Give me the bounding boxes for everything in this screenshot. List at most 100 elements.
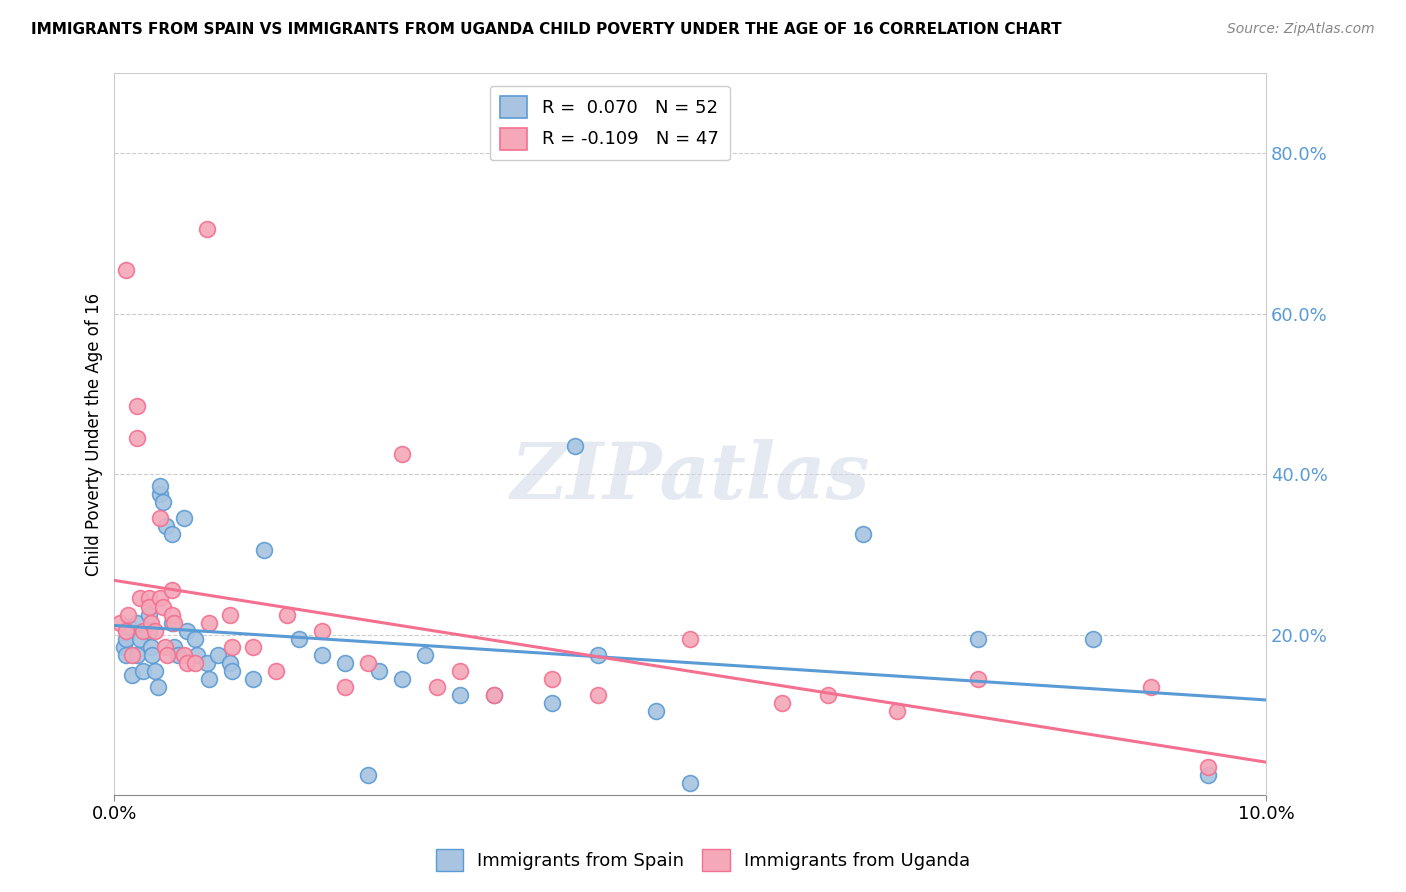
Point — [132, 664, 155, 678]
Point — [967, 632, 990, 646]
Point — [141, 640, 163, 654]
Point — [541, 696, 564, 710]
Point — [149, 487, 172, 501]
Point — [117, 607, 139, 622]
Point — [127, 648, 149, 662]
Point — [644, 704, 666, 718]
Point — [152, 599, 174, 614]
Point — [127, 431, 149, 445]
Point — [163, 615, 186, 630]
Point — [242, 672, 264, 686]
Point — [852, 527, 875, 541]
Point — [155, 519, 177, 533]
Point — [817, 688, 839, 702]
Point — [415, 648, 437, 662]
Point — [679, 632, 702, 646]
Point — [198, 615, 221, 630]
Point — [112, 640, 135, 654]
Point — [138, 599, 160, 614]
Point — [207, 648, 229, 662]
Point — [333, 680, 356, 694]
Point — [449, 688, 471, 702]
Point — [1140, 680, 1163, 694]
Point — [173, 511, 195, 525]
Point — [149, 511, 172, 525]
Point — [149, 479, 172, 493]
Point — [146, 680, 169, 694]
Point — [484, 688, 506, 702]
Point — [108, 615, 131, 630]
Point — [115, 624, 138, 638]
Point — [121, 667, 143, 681]
Point — [391, 672, 413, 686]
Point — [564, 439, 586, 453]
Point — [586, 688, 609, 702]
Point — [218, 656, 240, 670]
Point — [426, 680, 449, 694]
Point — [276, 607, 298, 622]
Point — [132, 624, 155, 638]
Point — [1197, 768, 1219, 782]
Point — [141, 648, 163, 662]
Point — [166, 648, 188, 662]
Point — [221, 664, 243, 678]
Point — [153, 640, 176, 654]
Point — [118, 619, 141, 633]
Point — [586, 648, 609, 662]
Point — [149, 591, 172, 606]
Text: Source: ZipAtlas.com: Source: ZipAtlas.com — [1227, 22, 1375, 37]
Point — [770, 696, 793, 710]
Point — [141, 615, 163, 630]
Point — [198, 672, 221, 686]
Legend: R =  0.070   N = 52, R = -0.109   N = 47: R = 0.070 N = 52, R = -0.109 N = 47 — [489, 86, 730, 161]
Point — [195, 656, 218, 670]
Point — [264, 664, 287, 678]
Point — [143, 664, 166, 678]
Point — [176, 624, 198, 638]
Point — [1197, 760, 1219, 774]
Point — [138, 591, 160, 606]
Point — [138, 607, 160, 622]
Point — [484, 688, 506, 702]
Point — [160, 527, 183, 541]
Point — [127, 615, 149, 630]
Point — [115, 632, 138, 646]
Point — [115, 648, 138, 662]
Point — [176, 656, 198, 670]
Point — [184, 656, 207, 670]
Point — [357, 768, 380, 782]
Point — [287, 632, 309, 646]
Point — [156, 648, 179, 662]
Point — [186, 648, 208, 662]
Point — [449, 664, 471, 678]
Point — [218, 607, 240, 622]
Point — [163, 640, 186, 654]
Point — [967, 672, 990, 686]
Point — [128, 591, 150, 606]
Point — [311, 624, 333, 638]
Point — [160, 615, 183, 630]
Point — [253, 543, 276, 558]
Point — [184, 632, 207, 646]
Point — [221, 640, 243, 654]
Legend: Immigrants from Spain, Immigrants from Uganda: Immigrants from Spain, Immigrants from U… — [429, 842, 977, 879]
Y-axis label: Child Poverty Under the Age of 16: Child Poverty Under the Age of 16 — [86, 293, 103, 575]
Point — [173, 648, 195, 662]
Point — [679, 776, 702, 790]
Point — [160, 607, 183, 622]
Point — [1083, 632, 1105, 646]
Point — [886, 704, 908, 718]
Point — [391, 447, 413, 461]
Point — [121, 648, 143, 662]
Point — [138, 624, 160, 638]
Text: IMMIGRANTS FROM SPAIN VS IMMIGRANTS FROM UGANDA CHILD POVERTY UNDER THE AGE OF 1: IMMIGRANTS FROM SPAIN VS IMMIGRANTS FROM… — [31, 22, 1062, 37]
Point — [541, 672, 564, 686]
Point — [143, 624, 166, 638]
Point — [115, 262, 138, 277]
Point — [311, 648, 333, 662]
Point — [357, 656, 380, 670]
Point — [333, 656, 356, 670]
Point — [127, 399, 149, 413]
Point — [160, 583, 183, 598]
Point — [128, 632, 150, 646]
